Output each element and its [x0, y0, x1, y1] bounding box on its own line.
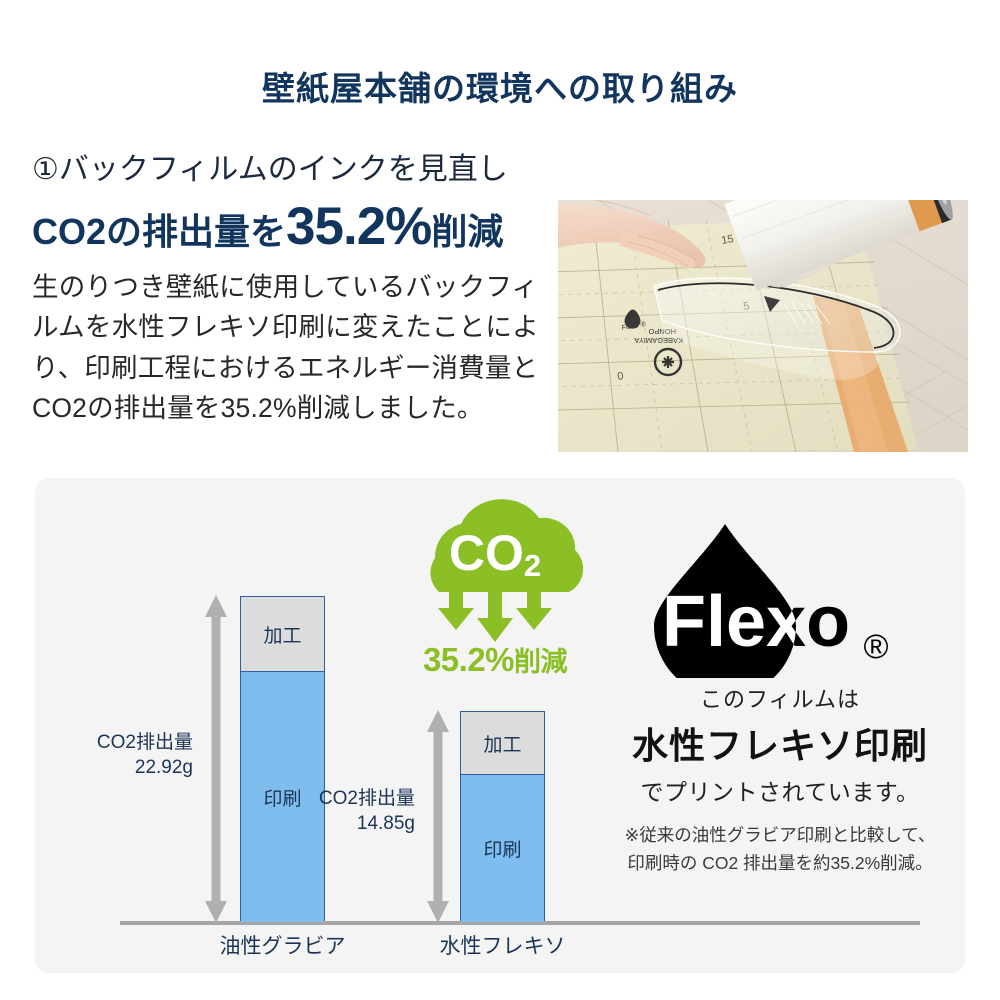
svg-text:KABEGAMIYA: KABEGAMIYA	[634, 336, 683, 345]
flexo-logo-text: Flexo	[662, 582, 850, 662]
page-title: 壁紙屋本舗の環境への取り組み	[262, 70, 738, 107]
bar-segment-processing: 加工	[461, 712, 544, 775]
svg-text:0: 0	[616, 370, 624, 383]
flexo-sub-text: でプリントされています。	[640, 779, 920, 805]
flexo-note-line2: 印刷時の CO2 排出量を約35.2%削減。	[627, 853, 933, 874]
measure-label-value: 22.92g	[134, 757, 193, 779]
intro-headline: CO2の排出量を 35.2% 削減	[32, 200, 544, 253]
chart-baseline	[120, 921, 920, 925]
svg-text:HONPO: HONPO	[648, 327, 676, 336]
measure-arrow-oil-gravure	[205, 595, 227, 923]
measure-arrow-water-flexo	[427, 710, 449, 923]
headline-prefix: CO2の排出量を	[32, 211, 287, 252]
co2-cloud-icon: CO2	[430, 499, 584, 642]
photo-illustration: 0 5 10 15 20 Flexo ® KABEGAMIYA HONPO	[558, 200, 968, 452]
cloud-reduction-value: 35.2%	[422, 641, 515, 678]
bar-oil-gravure: 加工 印刷	[240, 596, 325, 922]
intro-column: ①バックフィルムのインクを見直し CO2の排出量を 35.2% 削減 生のりつき壁紙…	[32, 152, 544, 428]
flexo-info-block: Flexo Flexo Flexo ® このフィルムは 水性フレキソ印刷 でプリ…	[600, 518, 960, 878]
wallpaper-film-photo: 0 5 10 15 20 Flexo ® KABEGAMIYA HONPO	[558, 200, 968, 452]
bar-segment-printing: 印刷	[461, 775, 544, 922]
cloud-reduction-suffix: 削減	[514, 647, 568, 677]
co2-bar-chart: 加工 印刷 CO2排出量 22.92g 油性グラビア 加工 印刷	[35, 478, 965, 973]
svg-text:Flexo ®: Flexo ®	[621, 320, 647, 332]
water-drop-icon	[654, 524, 796, 697]
headline-suffix: 削減	[431, 211, 504, 252]
measure-label-oil-gravure: CO2排出量 22.92g	[35, 730, 193, 780]
cloud-reduction-text: 35.2%削減	[365, 640, 625, 679]
bar-segment-printing: 印刷	[241, 672, 324, 922]
flexo-caption: このフィルムは	[699, 687, 861, 712]
registered-trademark-icon: ®	[863, 628, 888, 666]
measure-label-water-flexo: CO2排出量 14.85g	[257, 786, 415, 836]
svg-text:Flexo: Flexo	[662, 582, 850, 662]
x-label-oil-gravure: 油性グラビア	[219, 935, 346, 958]
svg-text:15: 15	[720, 233, 734, 247]
measure-label-value: 14.85g	[356, 813, 415, 835]
measure-label-title: CO2排出量	[318, 788, 415, 809]
flexo-note: ※従来の油性グラビア印刷と比較して、 印刷時の CO2 排出量を約35.2%削減…	[600, 821, 960, 878]
x-label-water-flexo: 水性フレキソ	[439, 935, 566, 958]
measure-label-title: CO2排出量	[96, 732, 193, 753]
comparison-panel: 加工 印刷 CO2排出量 22.92g 油性グラビア 加工 印刷	[35, 478, 965, 973]
flexo-main-text: 水性フレキソ印刷	[631, 725, 928, 766]
flexo-logo: Flexo Flexo Flexo ®	[600, 518, 960, 697]
co2-reduction-callout: CO2 35.2%削減	[365, 498, 625, 698]
bar-segment-processing: 加工	[241, 597, 324, 672]
headline-value: 35.2%	[286, 197, 432, 256]
intro-body-text: 生のりつき壁紙に使用しているバックフィルムを水性フレキソ印刷に変えたことにより、…	[32, 272, 539, 423]
bar-water-flexo: 加工 印刷	[460, 711, 545, 922]
flexo-note-line1: ※従来の油性グラビア印刷と比較して、	[624, 825, 936, 845]
intro-step-line: ①バックフィルムのインクを見直し	[32, 153, 508, 186]
